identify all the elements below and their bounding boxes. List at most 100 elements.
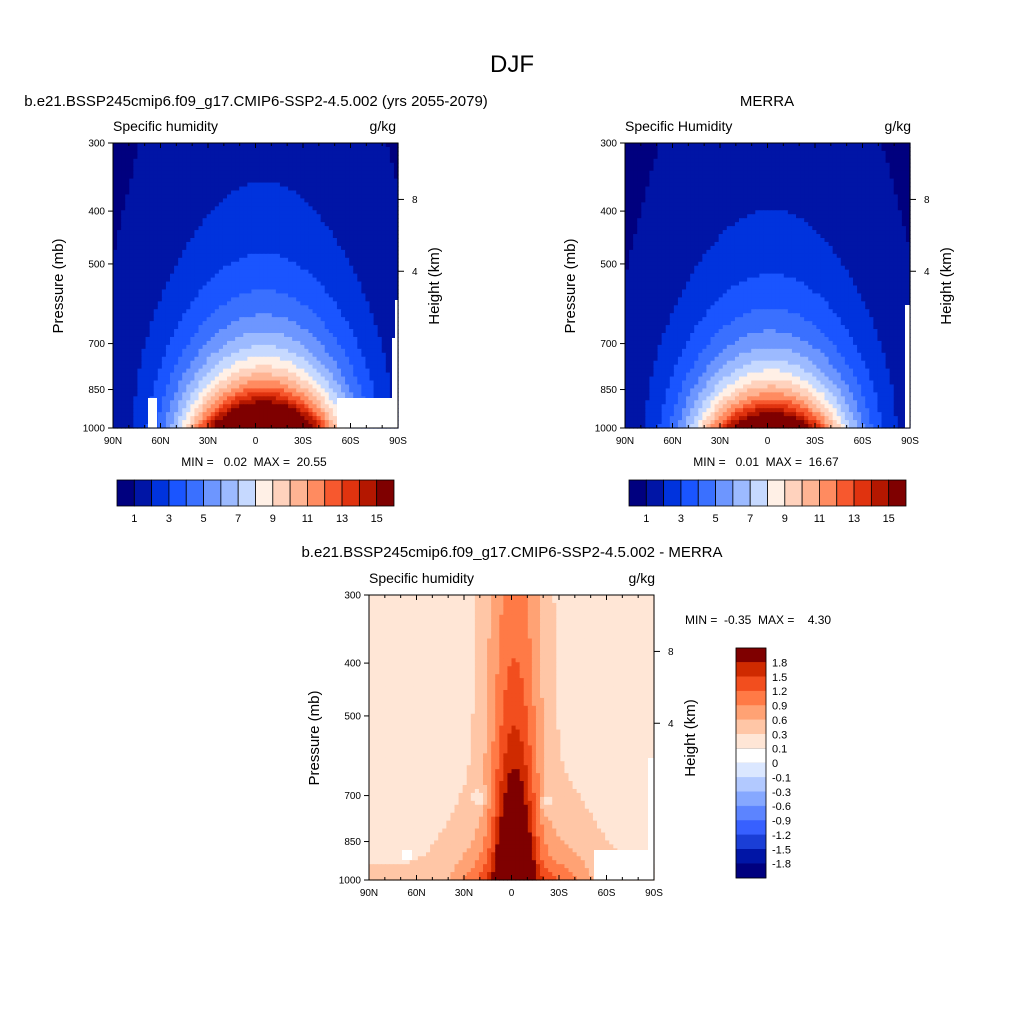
field-cell	[231, 285, 236, 291]
field-cell	[133, 162, 139, 168]
field-cell	[365, 348, 371, 354]
field-cell	[194, 261, 200, 267]
field-cell	[235, 333, 240, 338]
field-cell	[239, 198, 244, 203]
field-cell	[324, 277, 330, 283]
field-cell	[170, 281, 175, 287]
field-cell	[381, 380, 387, 386]
field-cell	[227, 170, 232, 176]
field-cell	[198, 257, 204, 263]
field-cell	[145, 154, 151, 160]
field-cell	[113, 257, 118, 263]
field-cell	[125, 154, 130, 160]
field-cell	[361, 281, 367, 287]
field-cell	[231, 340, 236, 346]
field-cell	[251, 364, 257, 370]
field-cell	[284, 273, 289, 279]
field-cell	[296, 384, 301, 390]
field-cell	[113, 321, 118, 326]
field-cell	[345, 206, 350, 211]
field-cell	[161, 289, 167, 295]
field-cell	[198, 376, 204, 382]
field-cell	[161, 305, 167, 310]
field-cell	[336, 182, 342, 188]
field-cell	[373, 329, 379, 334]
field-cell	[157, 158, 163, 164]
field-cell	[381, 273, 387, 279]
field-cell	[336, 265, 342, 271]
field-cell	[357, 305, 362, 310]
field-cell	[190, 234, 196, 239]
field-cell	[365, 269, 371, 275]
field-cell	[288, 356, 293, 362]
field-cell	[328, 416, 334, 421]
field-cell	[300, 206, 305, 211]
field-cell	[231, 249, 236, 255]
field-cell	[255, 317, 261, 322]
field-cell	[243, 222, 248, 227]
field-cell	[231, 376, 236, 382]
field-cell	[312, 265, 318, 271]
field-cell	[300, 218, 305, 223]
field-cell	[222, 269, 228, 275]
field-cell	[210, 261, 216, 267]
field-cell	[275, 273, 281, 279]
field-cell	[157, 245, 163, 251]
field-cell	[165, 376, 171, 382]
field-cell	[239, 297, 244, 302]
field-cell	[336, 202, 342, 207]
field-cell	[145, 420, 151, 425]
field-cell	[186, 384, 191, 390]
field-cell	[328, 154, 334, 160]
field-cell	[121, 186, 126, 192]
field-cell	[357, 313, 362, 318]
field-cell	[125, 412, 130, 417]
field-cell	[255, 226, 261, 231]
field-cell	[345, 340, 350, 346]
field-cell	[113, 340, 118, 346]
field-cell	[153, 194, 159, 200]
field-cell	[165, 198, 171, 203]
field-cell	[141, 360, 147, 366]
field-cell	[312, 281, 318, 287]
field-cell	[369, 186, 375, 192]
field-cell	[186, 261, 191, 267]
field-cell	[206, 289, 212, 295]
field-cell	[279, 269, 285, 275]
field-cell	[316, 301, 322, 306]
field-cell	[328, 356, 334, 362]
field-cell	[133, 317, 139, 322]
field-cell	[251, 325, 257, 330]
field-cell	[161, 194, 167, 200]
field-cell	[365, 297, 371, 302]
field-cell	[300, 408, 305, 413]
field-cell	[174, 166, 179, 172]
field-cell	[267, 218, 273, 223]
field-cell	[263, 253, 269, 259]
field-cell	[365, 218, 371, 223]
field-cell	[121, 214, 126, 219]
field-cell	[263, 392, 269, 397]
field-cell	[284, 186, 289, 192]
field-cell	[288, 285, 293, 291]
field-cell	[129, 202, 134, 207]
field-cell	[198, 210, 204, 215]
field-cell	[357, 356, 362, 362]
field-cell	[345, 380, 350, 386]
field-cell	[137, 388, 143, 393]
field-cell	[284, 368, 289, 374]
field-cell	[324, 392, 330, 397]
field-cell	[296, 404, 301, 409]
field-cell	[345, 372, 350, 378]
field-cell	[353, 321, 358, 326]
field-cell	[385, 158, 391, 164]
field-cell	[125, 186, 130, 192]
field-cell	[117, 261, 122, 267]
field-cell	[365, 340, 371, 346]
field-cell	[320, 202, 326, 207]
field-cell	[263, 281, 269, 287]
field-cell	[345, 241, 350, 247]
field-cell	[300, 214, 305, 219]
field-cell	[190, 166, 196, 172]
field-cell	[393, 150, 399, 156]
